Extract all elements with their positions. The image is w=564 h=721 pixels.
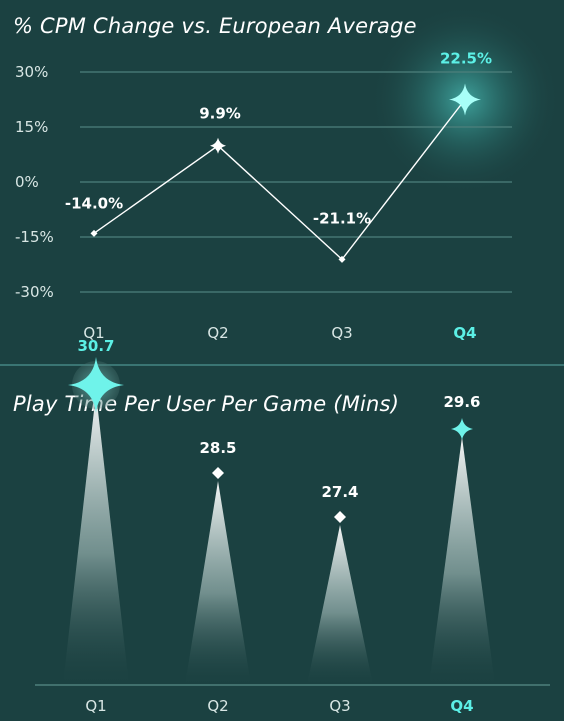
bar-beam (307, 525, 373, 685)
y-tick-label: -30% (15, 283, 54, 301)
data-label: -14.0% (65, 194, 123, 212)
data-label: 9.9% (199, 105, 241, 123)
section-divider (0, 364, 564, 366)
x-tick-label: Q4 (450, 697, 473, 715)
x-tick-label: Q1 (85, 697, 106, 715)
data-point-star (449, 83, 481, 116)
x-tick-label: Q3 (331, 324, 352, 342)
bar-tip-star (451, 418, 473, 440)
data-point (338, 255, 346, 263)
data-label: 28.5 (199, 439, 236, 457)
y-tick-label: 15% (15, 118, 48, 136)
cpm-line-chart: 30% 15% 0% -15% -30% -14.0% 9.9% -21.1% 22.5% Q… (15, 4, 560, 342)
y-tick-label: 30% (15, 63, 48, 81)
data-point (90, 229, 98, 237)
bar-beam (429, 437, 495, 685)
data-label: 22.5% (440, 50, 492, 68)
series-line (93, 99, 466, 261)
data-point-star (210, 137, 226, 154)
playtime-bar-chart: 30.7 28.5 27.4 29.6 Q1 Q2 Q3 Q4 (35, 337, 550, 715)
data-label: 29.6 (443, 393, 480, 411)
data-label: 27.4 (321, 483, 358, 501)
bar-tip-diamond (334, 511, 346, 523)
cpm-chart-title: % CPM Change vs. European Average (13, 14, 417, 38)
x-tick-label: Q2 (207, 324, 228, 342)
bar-beam (185, 481, 251, 685)
x-tick-label: Q1 (83, 324, 104, 342)
y-tick-label: -15% (15, 228, 54, 246)
data-label: 30.7 (77, 337, 114, 355)
x-tick-label: Q2 (207, 697, 228, 715)
bar-tip-diamond (212, 467, 224, 479)
x-tick-label: Q4 (453, 324, 476, 342)
bar-tip-star (68, 357, 124, 413)
y-tick-label: 0% (15, 173, 39, 191)
data-label: -21.1% (313, 209, 371, 227)
bar-beam (63, 393, 129, 685)
x-tick-label: Q3 (329, 697, 350, 715)
